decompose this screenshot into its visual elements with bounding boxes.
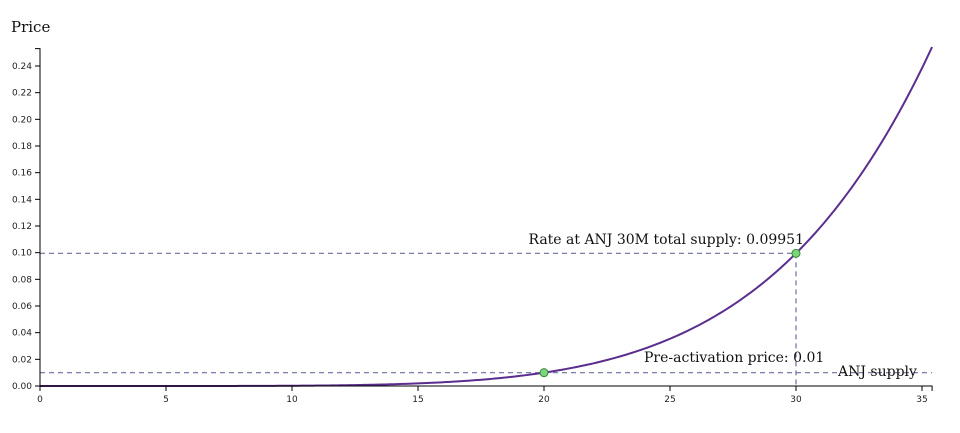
y-axis-label: Price	[11, 18, 50, 36]
x-tick-label: 15	[412, 395, 423, 405]
y-tick-label: 0.08	[12, 275, 32, 285]
y-tick-label: 0.02	[12, 355, 32, 365]
y-tick-label: 0.18	[12, 142, 32, 152]
x-tick-label: 30	[790, 395, 802, 405]
x-axis-label: ANJ supply	[837, 364, 917, 380]
y-tick-label: 0.12	[12, 222, 32, 232]
x-tick-label: 10	[286, 395, 298, 405]
x-axis-line	[40, 385, 933, 391]
y-tick-label: 0.06	[12, 302, 32, 312]
x-tick-label: 20	[538, 395, 550, 405]
price-curve	[40, 46, 933, 387]
y-tick-label: 0.10	[12, 249, 32, 259]
data-point	[539, 368, 549, 378]
y-tick-label: 0.24	[12, 62, 32, 72]
x-tick-label: 25	[664, 395, 675, 405]
y-tick-label: 0.14	[12, 195, 32, 205]
data-point	[791, 248, 801, 258]
x-tick-label: 5	[163, 395, 169, 405]
y-axis-line	[35, 48, 41, 386]
y-tick-label: 0.16	[12, 169, 32, 179]
x-tick-label: 35	[916, 395, 927, 405]
rate-annotation: Rate at ANJ 30M total supply: 0.09951	[528, 232, 804, 248]
x-tick-label: 0	[37, 395, 43, 405]
y-tick-label: 0.04	[12, 329, 32, 339]
y-tick-label: 0.22	[12, 89, 32, 99]
y-tick-label: 0.00	[12, 382, 32, 392]
pre-activation-annotation: Pre-activation price: 0.01	[644, 350, 824, 366]
y-tick-label: 0.20	[12, 115, 32, 125]
